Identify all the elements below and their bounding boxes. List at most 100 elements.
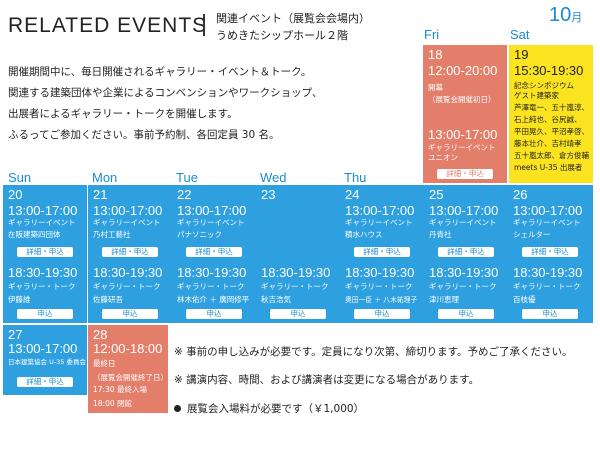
event-label: ゲスト建築家 <box>514 91 559 100</box>
event-label: 最終日 <box>93 359 116 368</box>
event-cell-21: 21 13:00-17:00 ギャラリーイベント 乃村工藝社 詳細・申込 18:… <box>88 185 172 323</box>
event-time: 18:30-19:30 <box>513 265 583 280</box>
date-number: 18 <box>428 47 443 62</box>
event-label: ギャラリー・トーク <box>429 282 497 291</box>
event-time: 15:30-19:30 <box>514 63 584 78</box>
date-number: 28 <box>93 327 108 342</box>
date-number: 20 <box>8 187 23 202</box>
event-time: 13:00-17:00 <box>513 203 583 218</box>
event-cell-26: 26 13:00-17:00 ギャラリーイベント シェルター 詳細・申込 18:… <box>508 185 593 323</box>
apply-button[interactable]: 申込 <box>17 309 73 319</box>
event-label: 秋吉浩気 <box>261 295 291 304</box>
event-cell-28: 28 12:00-18:00 最終日 （展覧会開催終了日） 17:30 最終入場… <box>88 325 168 413</box>
event-label: ギャラリー・トーク <box>8 282 76 291</box>
event-label: 津川恵理 <box>429 295 459 304</box>
event-time: 12:00-20:00 <box>428 63 498 78</box>
event-label: 積水ハウス <box>345 230 383 239</box>
event-label: ユニオン <box>428 153 458 162</box>
event-label: 在阪建築四団体 <box>8 230 61 239</box>
event-label: 百枝優 <box>513 295 536 304</box>
event-label: ギャラリー・トーク <box>513 282 581 291</box>
event-label: ギャラリー・トーク <box>345 282 413 291</box>
event-time: 18:30-19:30 <box>93 265 163 280</box>
event-time: 18:30-19:30 <box>261 265 331 280</box>
event-label: シェルター <box>513 230 551 239</box>
date-number: 24 <box>345 187 360 202</box>
detail-apply-button[interactable]: 詳細・申込 <box>522 247 578 257</box>
event-time: 12:00-18:00 <box>93 341 163 356</box>
event-label: 藤本壮介、吉村靖孝 <box>514 139 582 148</box>
apply-button[interactable]: 申込 <box>102 309 158 319</box>
event-label: meets U-35 出展者 <box>514 163 583 172</box>
date-number: 19 <box>514 47 529 62</box>
event-time: 13:00-17:00 <box>177 203 247 218</box>
date-number: 26 <box>513 187 528 202</box>
day-header-sat: Sat <box>510 27 530 42</box>
event-cell-18: 18 12:00-20:00 開幕 （展覧会開催初日） 13:00-17:00 … <box>423 45 507 183</box>
event-label: ギャラリーイベント <box>8 218 76 227</box>
event-label: ギャラリーイベント <box>513 218 581 227</box>
detail-apply-button[interactable]: 詳細・申込 <box>17 377 73 387</box>
event-time: 13:00-17:00 <box>8 341 78 356</box>
detail-apply-button[interactable]: 詳細・申込 <box>186 247 242 257</box>
day-header-wed: Wed <box>260 170 287 185</box>
day-header-tue: Tue <box>176 170 198 185</box>
apply-button[interactable]: 申込 <box>438 309 494 319</box>
event-time: 18:30-19:30 <box>345 265 415 280</box>
detail-apply-button[interactable]: 詳細・申込 <box>437 169 493 179</box>
detail-apply-button[interactable]: 詳細・申込 <box>438 247 494 257</box>
event-label: 開幕 <box>428 83 443 92</box>
day-header-mon: Mon <box>92 170 118 185</box>
date-number: 21 <box>93 187 108 202</box>
intro-line: ふるってご参加ください。事前予約制、各回定員 30 名。 <box>8 129 280 141</box>
event-cell-24: 24 13:00-17:00 ギャラリーイベント 積水ハウス 詳細・申込 18:… <box>340 185 424 323</box>
event-cell-20: 20 13:00-17:00 ギャラリーイベント 在阪建築四団体 詳細・申込 1… <box>3 185 87 323</box>
event-time: 18:30-19:30 <box>429 265 499 280</box>
event-label: ギャラリー・トーク <box>93 282 161 291</box>
event-cell-23: 23 18:30-19:30 ギャラリー・トーク 秋吉浩気 申込 <box>256 185 340 323</box>
event-time: 13:00-17:00 <box>345 203 415 218</box>
venue-location: うめきたシップホール２階 <box>216 29 348 42</box>
event-cell-19: 19 15:30-19:30 記念シンポジウム ゲスト建築家 芦澤竜一、五十嵐淳… <box>509 45 593 183</box>
event-label: 奧田一臣 ＋ 八木祐理子 <box>345 296 418 304</box>
venue-subtitle: 関連イベント（展覧会会場内） <box>216 12 370 25</box>
event-label: 17:30 最終入場 <box>93 385 147 394</box>
apply-button[interactable]: 申込 <box>270 309 326 319</box>
apply-button[interactable]: 申込 <box>522 309 578 319</box>
event-time: 13:00-17:00 <box>429 203 499 218</box>
event-label: 石上純也、谷尻誠、 <box>514 115 582 124</box>
detail-apply-button[interactable]: 詳細・申込 <box>102 247 158 257</box>
event-label: 記念シンポジウム <box>514 81 574 90</box>
date-number: 27 <box>8 327 23 342</box>
intro-line: 関連する建築団体や企業によるコンベンションやワークショップ、 <box>8 87 323 99</box>
event-label: 丹青社 <box>429 230 452 239</box>
date-number: 23 <box>261 187 276 202</box>
event-label: 芦澤竜一、五十嵐淳、 <box>514 103 589 112</box>
date-number: 25 <box>429 187 444 202</box>
intro-line: 開催期間中に、毎日開催されるギャラリー・イベント＆トーク。 <box>8 66 312 78</box>
intro-line: 出展者によるギャラリー・トークを開催します。 <box>8 108 238 120</box>
event-label: パナソニック <box>177 230 222 239</box>
note-admission: 展覧会入場料が必要です（￥1,000） <box>174 401 364 416</box>
detail-apply-button[interactable]: 詳細・申込 <box>17 247 73 257</box>
event-time: 18:30-19:30 <box>177 265 247 280</box>
event-time: 18:30-19:30 <box>8 265 78 280</box>
note-change: ※ 講演内容、時間、および講演者は変更になる場合があります。 <box>174 374 480 386</box>
page-title: RELATED EVENTS <box>8 14 208 37</box>
apply-button[interactable]: 申込 <box>354 309 410 319</box>
event-label: 乃村工藝社 <box>93 230 131 239</box>
detail-apply-button[interactable]: 詳細・申込 <box>354 247 410 257</box>
date-number: 22 <box>177 187 192 202</box>
event-label: 伊藤維 <box>8 295 31 304</box>
day-header-fri: Fri <box>424 27 440 42</box>
event-label: ギャラリー・トーク <box>261 282 329 291</box>
event-cell-25: 25 13:00-17:00 ギャラリーイベント 丹青社 詳細・申込 18:30… <box>424 185 508 323</box>
apply-button[interactable]: 申込 <box>186 309 242 319</box>
event-label: ギャラリーイベント <box>93 218 161 227</box>
event-label: 佐藤研吾 <box>93 295 123 304</box>
event-label: 五十嵐太郎、倉方俊輔 <box>514 151 589 160</box>
event-label: 18:00 閉館 <box>93 399 132 408</box>
event-label: 日本建築協会 U-35 委員会 <box>8 358 87 366</box>
event-cell-22: 22 13:00-17:00 ギャラリーイベント パナソニック 詳細・申込 18… <box>172 185 256 323</box>
event-cell-27: 27 13:00-17:00 日本建築協会 U-35 委員会 詳細・申込 <box>3 325 87 395</box>
